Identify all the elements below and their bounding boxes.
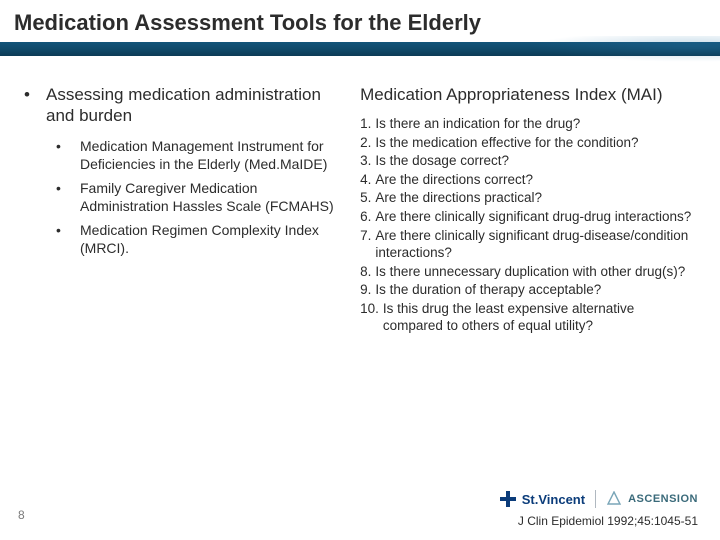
list-item-text: Family Caregiver Medication Administrati…	[80, 179, 340, 215]
bullet-icon: •	[56, 179, 80, 215]
list-item: 5.Are the directions practical?	[360, 189, 696, 207]
item-number: 10.	[360, 300, 379, 335]
item-number: 6.	[360, 208, 371, 226]
footer-brand: St.Vincent ASCENSION	[500, 490, 698, 508]
ascension-mark-icon	[606, 491, 622, 507]
item-number: 1.	[360, 115, 371, 133]
slide-title: Medication Assessment Tools for the Elde…	[14, 10, 706, 36]
brand-divider	[595, 490, 596, 508]
list-item-text: Is the dosage correct?	[375, 152, 509, 170]
list-item-text: Are there clinically significant drug-dr…	[375, 208, 691, 226]
list-item: • Family Caregiver Medication Administra…	[56, 179, 340, 215]
right-heading: Medication Appropriateness Index (MAI)	[360, 84, 696, 105]
list-item: 4.Are the directions correct?	[360, 171, 696, 189]
list-item: 10.Is this drug the least expensive alte…	[360, 300, 696, 335]
list-item: • Medication Management Instrument for D…	[56, 137, 340, 173]
left-heading-text: Assessing medication administration and …	[46, 84, 340, 127]
item-number: 5.	[360, 189, 371, 207]
item-number: 8.	[360, 263, 371, 281]
bullet-icon: •	[24, 84, 46, 127]
list-item-text: Medication Management Instrument for Def…	[80, 137, 340, 173]
brand-stvincent: St.Vincent	[522, 492, 585, 507]
list-item: 1.Is there an indication for the drug?	[360, 115, 696, 133]
item-number: 3.	[360, 152, 371, 170]
list-item: 2.Is the medication effective for the co…	[360, 134, 696, 152]
content-area: • Assessing medication administration an…	[0, 56, 720, 336]
bullet-icon: •	[56, 221, 80, 257]
list-item-text: Medication Regimen Complexity Index (MRC…	[80, 221, 340, 257]
list-item-text: Is there unnecessary duplication with ot…	[375, 263, 685, 281]
title-underline-bar	[0, 42, 720, 56]
list-item-text: Are there clinically significant drug-di…	[375, 227, 696, 262]
item-number: 7.	[360, 227, 371, 262]
list-item-text: Is the duration of therapy acceptable?	[375, 281, 601, 299]
list-item: • Medication Regimen Complexity Index (M…	[56, 221, 340, 257]
item-number: 2.	[360, 134, 371, 152]
item-number: 4.	[360, 171, 371, 189]
right-column: Medication Appropriateness Index (MAI) 1…	[360, 84, 696, 336]
list-item-text: Are the directions practical?	[375, 189, 542, 207]
item-number: 9.	[360, 281, 371, 299]
cross-icon	[500, 491, 516, 507]
list-item: 7.Are there clinically significant drug-…	[360, 227, 696, 262]
list-item: 9.Is the duration of therapy acceptable?	[360, 281, 696, 299]
list-item: 6.Are there clinically significant drug-…	[360, 208, 696, 226]
list-item-text: Are the directions correct?	[375, 171, 533, 189]
left-column: • Assessing medication administration an…	[24, 84, 340, 336]
list-item: 3.Is the dosage correct?	[360, 152, 696, 170]
left-sublist: • Medication Management Instrument for D…	[56, 137, 340, 258]
left-heading: • Assessing medication administration an…	[24, 84, 340, 127]
brand-ascension: ASCENSION	[628, 493, 698, 505]
list-item-text: Is the medication effective for the cond…	[375, 134, 638, 152]
list-item: 8.Is there unnecessary duplication with …	[360, 263, 696, 281]
bullet-icon: •	[56, 137, 80, 173]
title-bar: Medication Assessment Tools for the Elde…	[0, 0, 720, 56]
mai-list: 1.Is there an indication for the drug? 2…	[360, 115, 696, 335]
list-item-text: Is there an indication for the drug?	[375, 115, 580, 133]
page-number: 8	[18, 508, 25, 522]
citation: J Clin Epidemiol 1992;45:1045-51	[518, 514, 698, 528]
list-item-text: Is this drug the least expensive alterna…	[383, 300, 696, 335]
